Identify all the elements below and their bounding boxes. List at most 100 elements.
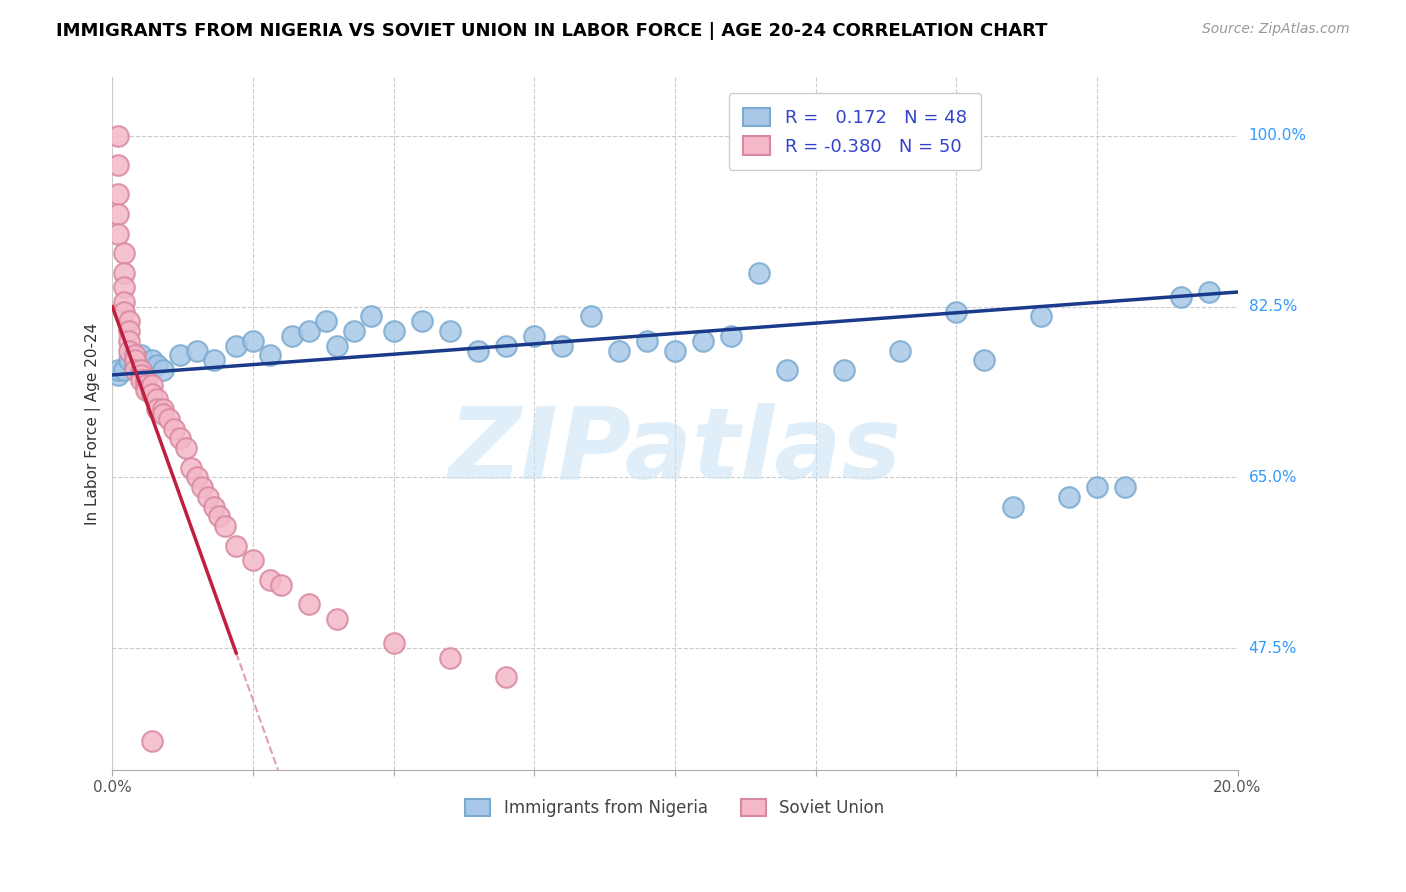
Point <box>382 636 405 650</box>
Point <box>242 553 264 567</box>
Point <box>152 407 174 421</box>
Point <box>202 500 225 514</box>
Point <box>135 377 157 392</box>
Point <box>495 670 517 684</box>
Point <box>112 266 135 280</box>
Point <box>135 383 157 397</box>
Point <box>326 339 349 353</box>
Point <box>107 207 129 221</box>
Point <box>129 363 152 377</box>
Point <box>225 339 247 353</box>
Point <box>197 490 219 504</box>
Point <box>439 650 461 665</box>
Point <box>107 158 129 172</box>
Point <box>118 314 141 328</box>
Point <box>141 733 163 747</box>
Point <box>1114 480 1136 494</box>
Point <box>439 324 461 338</box>
Point <box>889 343 911 358</box>
Point <box>208 509 231 524</box>
Point <box>1001 500 1024 514</box>
Point <box>523 329 546 343</box>
Point <box>107 187 129 202</box>
Point <box>748 266 770 280</box>
Y-axis label: In Labor Force | Age 20-24: In Labor Force | Age 20-24 <box>86 323 101 524</box>
Point <box>636 334 658 348</box>
Text: 47.5%: 47.5% <box>1249 640 1296 656</box>
Point <box>169 431 191 445</box>
Point <box>382 324 405 338</box>
Point <box>152 363 174 377</box>
Point <box>174 441 197 455</box>
Point <box>112 294 135 309</box>
Legend: Immigrants from Nigeria, Soviet Union: Immigrants from Nigeria, Soviet Union <box>458 792 891 824</box>
Point <box>129 368 152 382</box>
Text: ZIPatlas: ZIPatlas <box>449 403 901 500</box>
Point <box>259 573 281 587</box>
Point <box>163 421 186 435</box>
Point <box>1029 310 1052 324</box>
Point <box>281 329 304 343</box>
Point <box>118 343 141 358</box>
Point <box>214 519 236 533</box>
Point <box>259 348 281 362</box>
Point <box>107 363 129 377</box>
Point <box>135 363 157 377</box>
Text: 100.0%: 100.0% <box>1249 128 1306 144</box>
Point <box>298 324 321 338</box>
Point <box>495 339 517 353</box>
Point <box>1085 480 1108 494</box>
Point <box>1057 490 1080 504</box>
Point <box>118 353 141 368</box>
Point <box>107 128 129 143</box>
Point <box>112 246 135 260</box>
Point <box>692 334 714 348</box>
Point <box>135 373 157 387</box>
Point <box>242 334 264 348</box>
Point <box>129 373 152 387</box>
Point <box>124 353 146 368</box>
Point <box>118 324 141 338</box>
Point <box>112 363 135 377</box>
Point <box>141 377 163 392</box>
Point <box>664 343 686 358</box>
Point <box>973 353 995 368</box>
Point <box>112 304 135 318</box>
Point <box>467 343 489 358</box>
Point <box>186 470 208 484</box>
Point <box>298 597 321 611</box>
Text: 65.0%: 65.0% <box>1249 470 1298 485</box>
Point <box>118 334 141 348</box>
Point <box>945 304 967 318</box>
Point <box>141 353 163 368</box>
Point <box>107 227 129 241</box>
Point <box>315 314 337 328</box>
Point <box>360 310 382 324</box>
Point <box>832 363 855 377</box>
Point <box>579 310 602 324</box>
Point <box>146 402 169 417</box>
Point <box>270 577 292 591</box>
Text: IMMIGRANTS FROM NIGERIA VS SOVIET UNION IN LABOR FORCE | AGE 20-24 CORRELATION C: IMMIGRANTS FROM NIGERIA VS SOVIET UNION … <box>56 22 1047 40</box>
Point <box>551 339 574 353</box>
Point <box>1198 285 1220 299</box>
Point <box>607 343 630 358</box>
Point <box>107 368 129 382</box>
Point <box>146 358 169 372</box>
Point <box>124 358 146 372</box>
Text: 82.5%: 82.5% <box>1249 299 1296 314</box>
Point <box>124 348 146 362</box>
Point <box>146 392 169 407</box>
Point <box>411 314 433 328</box>
Point <box>129 348 152 362</box>
Point <box>152 402 174 417</box>
Point <box>186 343 208 358</box>
Point <box>112 280 135 294</box>
Point <box>169 348 191 362</box>
Point <box>141 387 163 401</box>
Text: Source: ZipAtlas.com: Source: ZipAtlas.com <box>1202 22 1350 37</box>
Point <box>202 353 225 368</box>
Point <box>180 460 202 475</box>
Point <box>343 324 366 338</box>
Point <box>225 539 247 553</box>
